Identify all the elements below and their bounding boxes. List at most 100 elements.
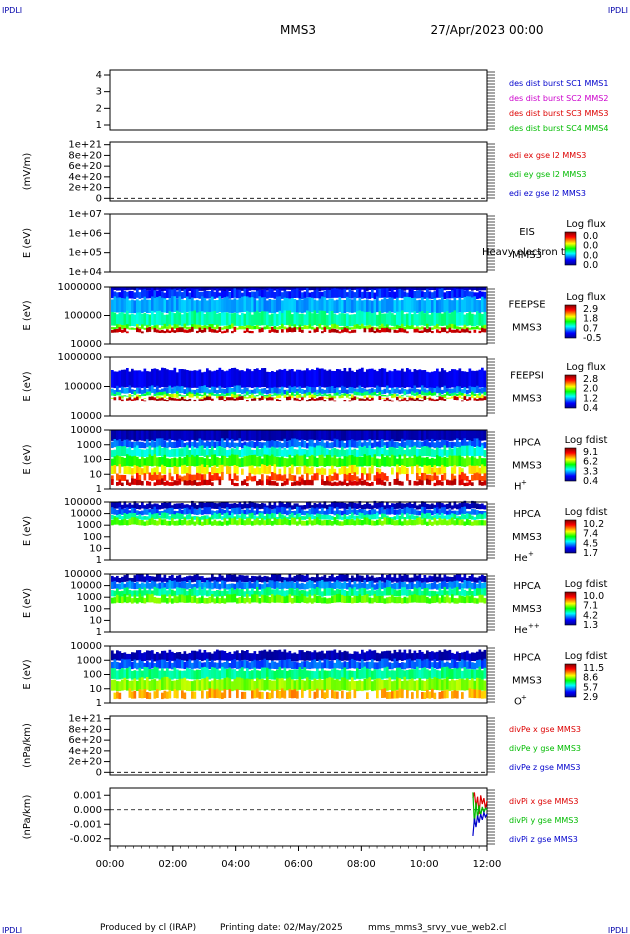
spectrogram-cell (433, 388, 437, 394)
spectrogram-cell (153, 581, 157, 589)
spectrogram-cell (376, 669, 379, 680)
spectrogram-cell (381, 472, 384, 481)
spectrogram-cell (411, 692, 414, 699)
spectrogram-cell (418, 399, 422, 402)
spectrogram-cell (211, 514, 214, 520)
spectrogram-cell (133, 659, 137, 669)
spectrogram-cell (468, 511, 472, 516)
spectrogram-cell (451, 517, 454, 525)
spectrogram-cell (156, 287, 159, 290)
spectrogram-cell (181, 513, 184, 520)
spectrogram-cell (451, 505, 454, 510)
spectrogram-cell (368, 590, 372, 597)
spectrogram-cell (341, 394, 344, 398)
spectrogram-cell (413, 445, 417, 456)
spectrogram-cell (428, 397, 432, 401)
spectrogram-cell (343, 574, 347, 582)
spectrogram-cell (143, 666, 147, 679)
spectrogram-cell (251, 326, 254, 330)
spectrogram-cell (196, 472, 199, 481)
spectrogram-cell (461, 456, 464, 467)
spectrogram-cell (273, 440, 277, 448)
spectrogram-cell (123, 594, 127, 603)
spectrogram-cell (451, 369, 454, 388)
spectrogram-cell (438, 480, 442, 486)
spectrogram-cell (183, 442, 187, 449)
spectrogram-cell (111, 507, 114, 515)
spectrogram-cell (348, 314, 352, 327)
spectrogram-cell (391, 594, 394, 603)
spectrogram-cell (433, 668, 437, 680)
spectrogram-cell (188, 292, 192, 299)
spectrogram-cell (448, 587, 452, 596)
spectrogram-cell (348, 670, 352, 680)
spectrogram-cell (401, 446, 404, 457)
spectrogram-cell (113, 653, 117, 662)
spectrogram-cell (291, 369, 294, 388)
spectrogram-cell (306, 677, 309, 690)
y-tick-label: 8e+20 (68, 724, 102, 735)
spectrogram-cell (268, 326, 272, 330)
spectrogram-cell (236, 677, 239, 690)
spectrogram-cell (168, 588, 172, 596)
spectrogram-cell (136, 516, 139, 520)
spectrogram-cell (221, 396, 224, 400)
spectrogram-cell (271, 371, 274, 388)
spectrogram-cell (301, 582, 304, 590)
spectrogram-cell (463, 667, 467, 679)
spectrogram-cell (383, 473, 387, 481)
spectrogram-cell (313, 392, 317, 396)
spectrogram-cell (303, 314, 307, 327)
spectrogram-cell (181, 577, 184, 583)
spectrogram-cell (218, 296, 222, 312)
spectrogram-cell (398, 589, 402, 597)
spectrogram-cell (416, 575, 419, 583)
spectrogram-cell (446, 397, 449, 399)
spectrogram-cell (338, 581, 342, 589)
spectrogram-cell (131, 581, 134, 589)
spectrogram-cell (466, 290, 469, 299)
spectrogram-cell (431, 371, 434, 389)
spectrogram-cell (333, 430, 337, 441)
spectrogram-cell (396, 458, 399, 468)
spectrogram-cell (276, 689, 279, 699)
spectrogram-cell (343, 313, 347, 327)
spectrogram-cell (141, 287, 144, 291)
spectrogram-cell (246, 455, 249, 467)
spectrogram-cell (118, 292, 122, 299)
spectrogram-cell (443, 666, 447, 679)
spectrogram-cell (171, 651, 174, 661)
colorbar-tick-label: 4.2 (583, 610, 598, 621)
spectrogram-cell (138, 448, 142, 457)
spectrogram-cell (228, 574, 232, 582)
spectrogram-cell (358, 680, 362, 691)
spectrogram-cell (381, 574, 384, 582)
spectrogram-cell (461, 670, 464, 680)
spectrogram-cell (426, 288, 429, 298)
spectrogram-cell (193, 474, 197, 481)
spectrogram-cell (203, 479, 207, 486)
colorbar-tick-label: 11.5 (583, 663, 604, 674)
spectrogram-cell (263, 445, 267, 456)
spectrogram-cell (451, 669, 454, 680)
spectrogram-cell (258, 520, 262, 526)
spectrogram-cell (153, 290, 157, 299)
spectrogram-cell (363, 445, 367, 456)
spectrogram-cell (231, 448, 234, 457)
spectrogram-cell (328, 587, 332, 596)
spectrogram-cell (363, 399, 367, 401)
spectrogram-cell (201, 372, 204, 389)
footer-script-name: mms_mms3_srvy_vue_web2.cl (368, 923, 506, 933)
spectrogram-cell (243, 396, 247, 399)
spectrogram-cell (421, 457, 424, 467)
spectrogram-cell (456, 586, 459, 596)
spectrogram-cell (408, 325, 412, 330)
spectrogram-cell (443, 370, 447, 388)
spectrogram-cell (281, 582, 284, 590)
spectrogram-cell (403, 291, 407, 299)
spectrogram-cell (148, 454, 152, 466)
spectrogram-cell (233, 465, 237, 474)
spectrogram-cell (298, 506, 302, 515)
spectrogram-cell (226, 328, 229, 333)
spectrogram-cell (418, 449, 422, 457)
